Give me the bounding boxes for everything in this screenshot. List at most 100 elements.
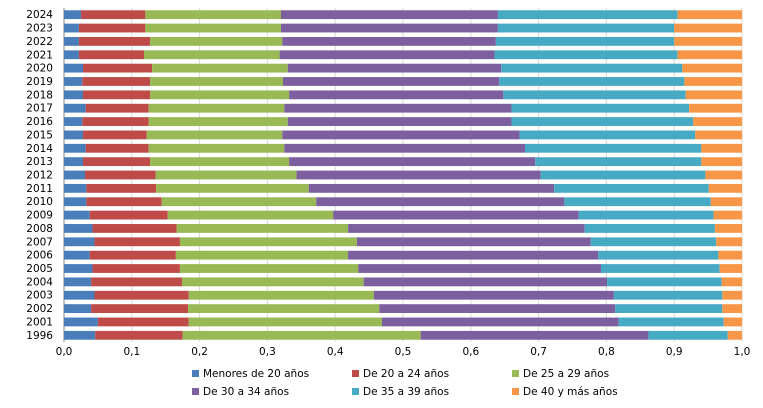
- bar-segment: [494, 50, 678, 60]
- legend-label: Menores de 20 años: [203, 368, 309, 380]
- y-tick-label: 2003: [26, 290, 53, 302]
- bars: [64, 10, 742, 340]
- y-tick-label: 2022: [26, 36, 53, 48]
- bar-segment: [86, 183, 157, 193]
- bar-segment: [64, 63, 83, 73]
- bar-segment: [78, 23, 146, 33]
- bar-segment: [420, 330, 649, 340]
- bar-segment: [495, 36, 675, 46]
- bar-segment: [607, 277, 722, 287]
- bar-segment: [181, 277, 364, 287]
- x-tick-label: 0,5: [395, 346, 412, 358]
- bar-segment: [497, 23, 675, 33]
- bar-segment: [148, 103, 285, 113]
- x-axis-labels: 0,0 0,1 0,2 0,3 0,4 0,5 0,6 0,7 0,8 0,9 1,0: [56, 346, 751, 358]
- bar-segment: [721, 277, 742, 287]
- bar-segment: [64, 157, 83, 167]
- bar-segment: [284, 143, 526, 153]
- bar-segment: [64, 10, 81, 20]
- y-tick-label: 2019: [26, 76, 53, 88]
- bar-segment: [674, 23, 742, 33]
- y-tick-label: 2021: [26, 49, 53, 61]
- y-tick-label: 2012: [26, 170, 53, 182]
- bar-segment: [600, 264, 720, 273]
- bar-segment: [727, 330, 742, 340]
- bar-segment: [64, 330, 96, 340]
- legend-label: De 25 a 29 años: [523, 368, 609, 380]
- y-tick-label: 2020: [26, 63, 53, 75]
- bar-segment: [85, 143, 149, 153]
- bar-segment: [503, 90, 686, 100]
- bar-segment: [511, 103, 690, 113]
- bar-segment: [714, 224, 742, 233]
- bar-segment: [499, 77, 685, 86]
- x-tick-label: 0,0: [56, 346, 73, 358]
- x-tick-label: 0,1: [123, 346, 140, 358]
- bar-segment: [64, 23, 79, 33]
- bar-segment: [284, 103, 512, 113]
- bar-segment: [287, 63, 502, 73]
- bar-segment: [279, 50, 495, 60]
- y-tick-label: 2013: [26, 156, 53, 168]
- bar-segment: [598, 250, 719, 260]
- bar-segment: [689, 103, 742, 113]
- y-tick-label: 2007: [26, 236, 53, 248]
- x-tick-label: 0,9: [666, 346, 683, 358]
- y-tick-label: 2005: [26, 263, 53, 275]
- bar-segment: [677, 50, 742, 60]
- x-tick-label: 0,2: [191, 346, 208, 358]
- bar-segment: [89, 210, 168, 220]
- bar-segment: [156, 183, 309, 193]
- bar-segment: [280, 10, 498, 20]
- bar-segment: [64, 277, 92, 287]
- bar-segment: [381, 317, 619, 327]
- bar-segment: [148, 143, 285, 153]
- bar-segment: [710, 197, 742, 207]
- bar-segment: [525, 143, 702, 153]
- legend-label: De 20 a 24 años: [363, 368, 449, 380]
- bar-segment: [316, 197, 565, 207]
- bar-segment: [701, 157, 742, 167]
- y-tick-label: 2014: [26, 143, 53, 155]
- bar-segment: [363, 277, 608, 287]
- y-tick-label: 2011: [26, 183, 53, 195]
- bar-segment: [175, 250, 349, 260]
- bar-segment: [82, 63, 153, 73]
- x-tick-label: 0,3: [259, 346, 276, 358]
- bar-segment: [64, 317, 98, 327]
- legend: Menores de 20 años De 20 a 24 años De 25 a…: [192, 368, 618, 398]
- bar-segment: [333, 210, 579, 220]
- bar-segment: [64, 90, 83, 100]
- bar-segment: [64, 77, 83, 86]
- bar-segment: [719, 264, 742, 273]
- legend-swatch: [512, 370, 519, 377]
- bar-segment: [161, 197, 317, 207]
- bar-segment: [695, 130, 742, 140]
- bar-segment: [179, 237, 357, 247]
- y-tick-label: 2015: [26, 129, 53, 141]
- bar-segment: [615, 304, 723, 314]
- y-tick-label: 2023: [26, 23, 53, 35]
- bar-segment: [150, 90, 290, 100]
- bar-segment: [94, 237, 180, 247]
- bar-segment: [613, 290, 723, 300]
- bar-segment: [722, 290, 742, 300]
- y-tick-label: 2009: [26, 210, 53, 222]
- bar-segment: [64, 36, 79, 46]
- bar-segment: [97, 317, 189, 327]
- bar-segment: [358, 264, 601, 273]
- bar-segment: [148, 117, 288, 126]
- legend-label: De 30 a 34 años: [203, 386, 289, 398]
- bar-segment: [91, 277, 182, 287]
- bar-segment: [578, 210, 714, 220]
- bar-segment: [64, 170, 86, 180]
- bar-segment: [618, 317, 724, 327]
- bar-segment: [64, 143, 86, 153]
- bar-segment: [713, 210, 742, 220]
- bar-segment: [64, 264, 93, 273]
- bar-segment: [152, 63, 288, 73]
- bar-segment: [64, 130, 83, 140]
- bar-segment: [716, 237, 742, 247]
- bar-segment: [150, 157, 290, 167]
